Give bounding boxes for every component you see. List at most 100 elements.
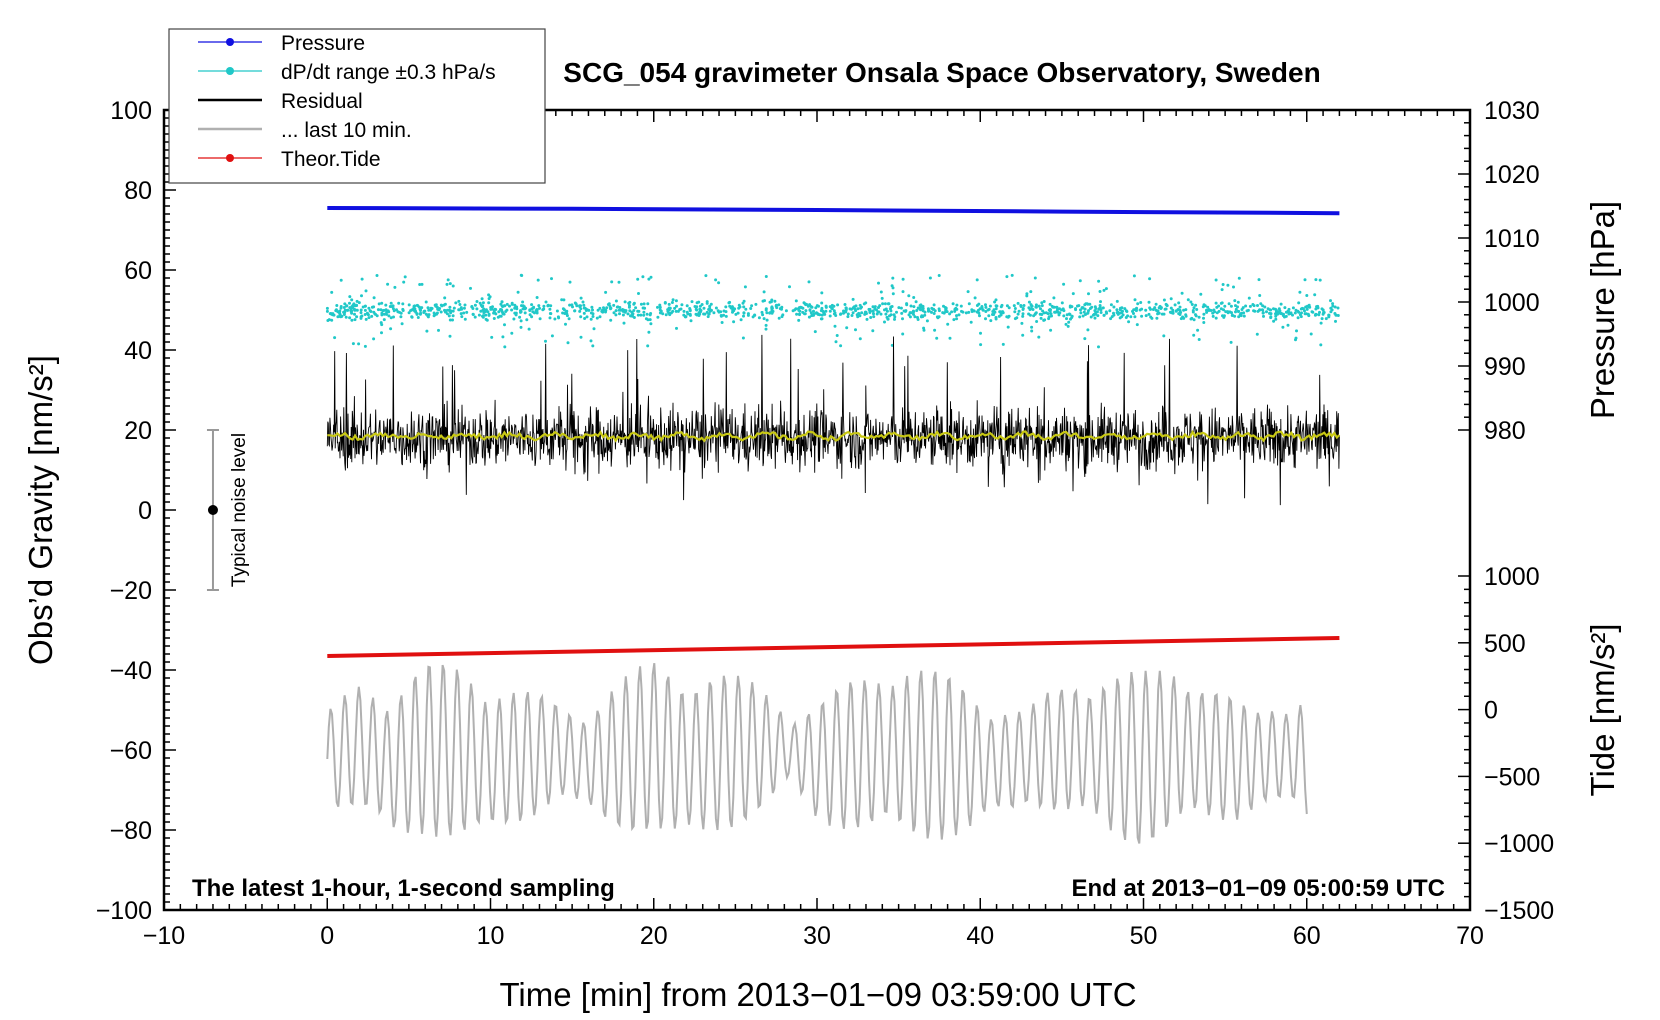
dpdt-point: [979, 343, 983, 347]
dpdt-point: [1061, 307, 1065, 311]
dpdt-point: [589, 317, 593, 321]
dpdt-point: [741, 336, 745, 340]
dpdt-point: [1286, 323, 1290, 327]
legend-swatch-dot: [226, 154, 234, 162]
dpdt-point: [1237, 276, 1241, 280]
dpdt-point: [443, 302, 447, 306]
dpdt-point: [407, 303, 411, 307]
dpdt-point: [1300, 306, 1304, 310]
dpdt-point: [571, 305, 574, 309]
dpdt-point: [762, 290, 766, 294]
dpdt-point: [632, 316, 636, 319]
dpdt-point: [907, 313, 911, 317]
dpdt-point: [804, 309, 808, 313]
dpdt-point: [581, 300, 585, 304]
dpdt-point: [553, 317, 557, 321]
dpdt-point: [891, 292, 895, 296]
y-tick-label: 80: [124, 177, 152, 205]
dpdt-point: [798, 312, 801, 316]
dpdt-point: [380, 311, 384, 315]
dpdt-point: [1070, 316, 1074, 319]
dpdt-point: [628, 309, 632, 313]
dpdt-point: [705, 300, 709, 304]
dpdt-point: [801, 310, 805, 314]
dpdt-point: [820, 313, 824, 317]
dpdt-point: [932, 303, 936, 307]
dpdt-point: [330, 290, 334, 294]
dpdt-point: [952, 318, 956, 322]
dpdt-point: [1065, 313, 1069, 317]
dpdt-point: [1090, 305, 1094, 309]
dpdt-point: [1261, 311, 1265, 315]
dpdt-point: [429, 306, 433, 310]
dpdt-point: [510, 331, 514, 335]
dpdt-point: [463, 317, 467, 321]
dpdt-point: [367, 306, 371, 310]
residual-line: [326, 334, 1340, 506]
dpdt-point: [984, 310, 988, 313]
pressure-tick-label: 990: [1484, 353, 1526, 381]
dpdt-point: [382, 312, 386, 316]
dpdt-point: [935, 336, 939, 340]
dpdt-point: [415, 312, 419, 316]
dpdt-point: [1291, 306, 1295, 310]
dpdt-point: [834, 340, 838, 344]
dpdt-point: [830, 306, 834, 310]
dpdt-point: [833, 311, 837, 315]
dpdt-point: [471, 307, 475, 310]
dpdt-point: [1079, 308, 1082, 312]
dpdt-point: [1027, 300, 1031, 304]
chart-title: SCG_054 gravimeter Onsala Space Observat…: [563, 57, 1320, 88]
dpdt-point: [1287, 307, 1291, 311]
dpdt-point: [1144, 314, 1148, 318]
dpdt-point: [1189, 300, 1193, 304]
dpdt-point: [360, 294, 363, 298]
dpdt-point: [1020, 321, 1024, 325]
dpdt-point: [500, 300, 504, 304]
dpdt-point: [1133, 315, 1137, 319]
dpdt-point: [1294, 338, 1297, 342]
dpdt-point: [473, 303, 477, 307]
dpdt-point: [1178, 313, 1182, 316]
dpdt-point: [612, 303, 616, 307]
dpdt-point: [686, 312, 690, 316]
dpdt-point: [1169, 297, 1173, 301]
noise-bar-label: Typical noise level: [229, 433, 250, 587]
dpdt-point: [765, 318, 769, 322]
dpdt-point: [932, 312, 936, 315]
dpdt-point: [802, 301, 806, 305]
dpdt-point: [1279, 302, 1283, 306]
dpdt-point: [521, 307, 525, 311]
dpdt-point: [1021, 307, 1025, 310]
dpdt-point: [648, 313, 652, 317]
dpdt-point: [462, 311, 466, 315]
dpdt-point: [877, 310, 881, 314]
dpdt-point: [717, 281, 721, 285]
dpdt-point: [1305, 307, 1309, 311]
dpdt-point: [937, 274, 941, 277]
dpdt-point: [850, 314, 854, 317]
dpdt-point: [1058, 307, 1061, 311]
dpdt-point: [573, 309, 577, 313]
dpdt-point: [465, 310, 469, 314]
dpdt-point: [913, 315, 917, 319]
dpdt-point: [348, 301, 351, 305]
dpdt-point: [1110, 315, 1114, 319]
dpdt-point: [933, 328, 937, 332]
y-tick-label: −40: [110, 657, 152, 685]
dpdt-point: [536, 278, 540, 282]
dpdt-point: [400, 322, 404, 326]
dpdt-point: [490, 335, 494, 339]
dpdt-point: [525, 318, 529, 322]
dpdt-point: [628, 300, 632, 304]
dpdt-point: [658, 303, 662, 307]
dpdt-point: [932, 307, 936, 311]
dpdt-point: [1272, 319, 1276, 323]
dpdt-point: [813, 330, 817, 334]
dpdt-point: [1055, 309, 1059, 313]
dpdt-point: [372, 310, 376, 314]
dpdt-point: [700, 303, 704, 306]
dpdt-point: [424, 312, 428, 316]
dpdt-point: [1022, 304, 1026, 307]
dpdt-point: [1132, 274, 1136, 278]
